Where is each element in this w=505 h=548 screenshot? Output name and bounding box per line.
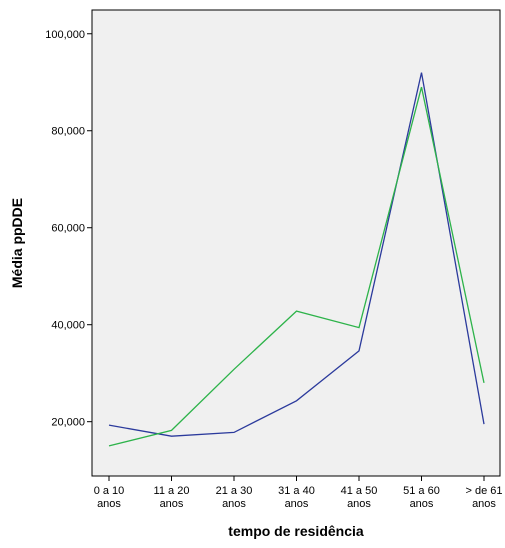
- y-axis-title: Média ppDDE: [9, 198, 25, 288]
- x-tick-label: 51 a 60 anos: [403, 485, 440, 510]
- y-tick-label: 40,000: [51, 320, 85, 332]
- y-axis: 20,000 40,000 60,000 80,000 100,000: [45, 29, 92, 429]
- series-line-1: [108, 72, 485, 437]
- series-layer: [108, 72, 485, 447]
- x-tick-label: > de 61 anos: [465, 485, 502, 510]
- x-axis-title: tempo de residência: [228, 523, 364, 539]
- y-tick-label: 20,000: [51, 417, 85, 429]
- x-tick-label: 0 a 10 anos: [94, 485, 125, 510]
- x-tick-label: 31 a 40 anos: [278, 485, 315, 510]
- x-tick-label: 21 a 30 anos: [216, 485, 253, 510]
- x-tick-label: 41 a 50 anos: [341, 485, 378, 510]
- y-tick-label: 100,000: [45, 29, 85, 41]
- plot-area: [91, 9, 501, 477]
- x-axis: 0 a 10 anos 11 a 20 anos 21 a 30 anos 31 a 40 a…: [94, 476, 503, 510]
- y-tick-label: 60,000: [51, 223, 85, 235]
- y-tick-label: 80,000: [51, 126, 85, 138]
- x-tick-label: 11 a 20 anos: [154, 485, 190, 510]
- series-line-2: [108, 86, 485, 447]
